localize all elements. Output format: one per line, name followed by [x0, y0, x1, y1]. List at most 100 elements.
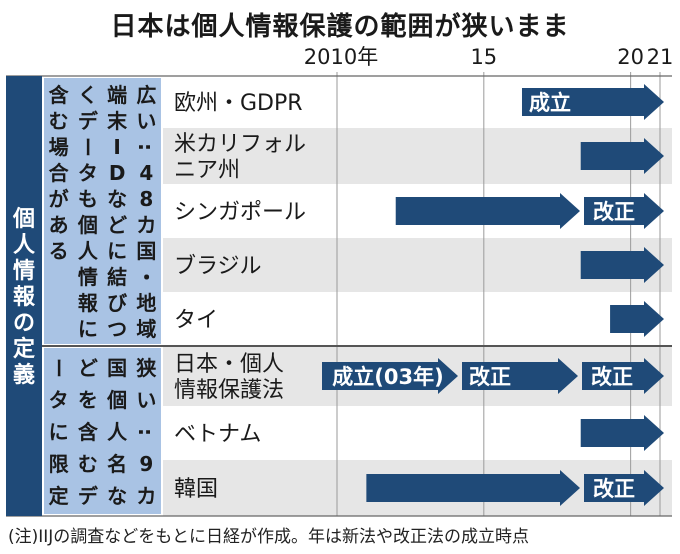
timeline-arrow	[584, 470, 664, 506]
group-label-char: 8	[139, 187, 153, 211]
group-label-char: 含	[49, 83, 70, 107]
group-label-char: 個	[106, 388, 127, 412]
row-label: 情報保護法	[174, 378, 284, 403]
group-label-char: も	[78, 187, 98, 211]
group-label-char: ・	[134, 267, 158, 287]
x-tick-label: 15	[470, 45, 497, 69]
group-label-char: 個	[77, 213, 98, 237]
group-label-char: い	[136, 388, 156, 412]
group-label-char: む	[78, 452, 98, 476]
group-label-char: 狭	[135, 356, 156, 380]
category-label-char: 人	[13, 233, 35, 258]
group-label-char: ど	[78, 356, 98, 380]
group-label-char: 結	[107, 265, 127, 289]
group-label-char: く	[78, 83, 98, 107]
source-note: (注)IIJの調査などをもとに日経が作成。年は新法や改正法の成立時点	[8, 527, 529, 547]
group-label-char: I	[113, 135, 120, 159]
group-label-char: 人	[107, 420, 128, 444]
group-label-char: 4	[139, 161, 153, 185]
group-label-char: 末	[107, 109, 128, 133]
row-label: 欧州・GDPR	[174, 91, 303, 116]
timeline-arrow	[366, 470, 580, 506]
category-label-char: 情	[13, 258, 35, 284]
event-label: 成立(03年)	[332, 365, 443, 389]
group-label-char: 含	[78, 420, 99, 444]
timeline-arrow	[580, 138, 664, 174]
row-background	[163, 292, 672, 346]
group-label-char: タ	[49, 388, 69, 412]
group-label-char: 9	[139, 452, 153, 476]
group-label-char: タ	[78, 161, 98, 185]
group-label-char: 限	[49, 452, 69, 476]
timeline-arrow	[462, 358, 578, 394]
group-label-char: 場	[49, 135, 69, 159]
group-label-char: 定	[49, 484, 69, 508]
row-label: ニア州	[174, 158, 240, 183]
group-label-char: い	[136, 109, 156, 133]
event-label: 改正	[591, 365, 633, 389]
group-label-char: に	[49, 420, 69, 444]
category-label-char: 個	[12, 207, 35, 232]
group-label-char: 合	[49, 161, 70, 185]
timeline-arrow	[584, 193, 664, 229]
group-label-char: :	[134, 428, 158, 436]
group-label-char: 域	[136, 317, 156, 341]
group-label-char: 人	[78, 239, 99, 263]
group-label-char: 国	[107, 356, 127, 380]
row-label: シンガポール	[174, 200, 306, 225]
row-label: ブラジル	[174, 254, 262, 279]
group-label-char: 国	[136, 239, 156, 263]
category-bar	[6, 76, 42, 516]
group-label-char: カ	[136, 213, 156, 237]
event-label: 改正	[593, 477, 635, 501]
row-label: 米カリフォル	[174, 132, 306, 157]
group-label-char: 広	[136, 83, 156, 107]
category-label-char: 義	[13, 362, 35, 388]
timeline-arrow	[610, 301, 664, 337]
timeline-arrow	[580, 247, 664, 283]
category-label-char: 定	[13, 336, 35, 362]
event-label: 改正	[469, 365, 511, 389]
event-label: 成立	[529, 91, 571, 115]
category-label-char: 報	[13, 284, 36, 310]
group-label-char: 端	[107, 83, 127, 107]
group-label-char: あ	[49, 213, 69, 237]
page-title: 日本は個人情報保護の範囲が狭いまま	[110, 12, 570, 42]
timeline-arrow	[395, 193, 580, 229]
group-label-char: 報	[78, 291, 99, 315]
row-label: 日本・個人	[174, 352, 284, 377]
timeline-arrow	[582, 358, 664, 394]
group-label-char: る	[49, 239, 69, 263]
group-label-char: :	[134, 143, 158, 151]
x-tick-label: 21	[647, 45, 674, 69]
group-label-char: に	[107, 239, 127, 263]
group-label-char: を	[78, 388, 98, 412]
timeline-arrow	[580, 415, 664, 451]
group-label-char: D	[109, 161, 126, 185]
group-label-char: 地	[136, 291, 156, 315]
group-label-char: ー	[76, 137, 100, 157]
group-label-char: 情	[78, 265, 98, 289]
group-label-char: び	[107, 291, 128, 315]
x-tick-label: 20	[617, 45, 644, 69]
category-label-char: の	[13, 311, 35, 336]
group-label-char: む	[49, 109, 69, 133]
group-label-char: な	[107, 187, 127, 211]
row-label: タイ	[174, 308, 218, 333]
group-label-char: デ	[78, 484, 99, 508]
group-label-char: つ	[107, 317, 127, 341]
group-label-char: が	[49, 187, 69, 211]
row-label: ベトナム	[174, 422, 261, 447]
group-label-char: な	[107, 484, 127, 508]
group-label-char: ー	[46, 358, 70, 378]
group-label-box	[44, 348, 161, 514]
timeline-arrow	[521, 84, 664, 120]
timeline-arrow	[322, 358, 458, 394]
group-label-char: カ	[136, 484, 156, 508]
row-label: 韓国	[174, 477, 218, 502]
event-label: 改正	[593, 200, 635, 224]
group-label-char: デ	[78, 109, 99, 133]
group-label-box	[44, 78, 161, 344]
group-label-char: 名	[107, 452, 127, 476]
